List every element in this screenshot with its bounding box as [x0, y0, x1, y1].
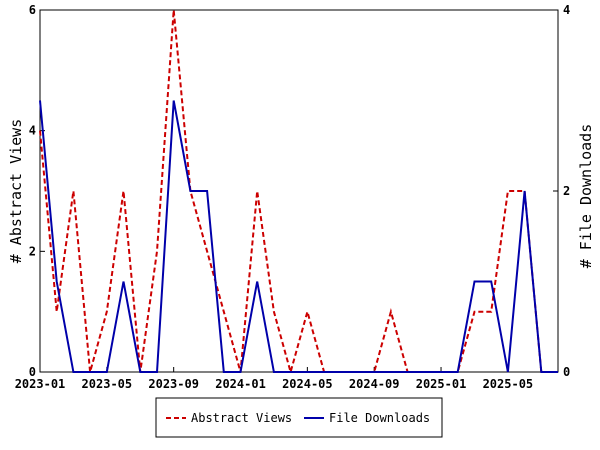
plot-area	[39, 9, 559, 373]
y-right-tick-label: 2	[563, 184, 570, 198]
x-tick-label: 2025-05	[483, 377, 534, 391]
x-tick-label: 2024-01	[215, 377, 266, 391]
legend-label-abstract-views: Abstract Views	[191, 411, 292, 425]
legend-box	[155, 397, 443, 438]
x-tick-label: 2025-01	[416, 377, 467, 391]
series-line-file-downloads	[39, 100, 558, 373]
x-tick-label: 2023-09	[148, 377, 199, 391]
x-tick-label: 2024-09	[349, 377, 400, 391]
legend: Abstract Views File Downloads	[155, 397, 443, 438]
series-layer	[39, 9, 558, 376]
y-axis-left-title: # Abstract Views	[7, 119, 25, 264]
x-tick-label: 2024-05	[282, 377, 333, 391]
y-left-tick-label: 2	[29, 244, 36, 258]
y-left-tick-label: 0	[29, 365, 36, 379]
series-line-abstract-views	[39, 9, 558, 376]
x-axis: 2023-01 2023-05 2023-09 2024-01 2024-05 2024-…	[15, 367, 533, 391]
y-right-tick-label: 4	[563, 3, 570, 17]
x-tick-label: 2023-01	[15, 377, 66, 391]
y-left-tick-label: 6	[29, 3, 36, 17]
y-axis-right-title: # File Downloads	[577, 124, 595, 269]
y-left-tick-label: 4	[29, 124, 36, 138]
legend-label-file-downloads: File Downloads	[329, 411, 430, 425]
y-right-tick-label: 0	[563, 365, 570, 379]
x-tick-label: 2023-05	[82, 377, 133, 391]
